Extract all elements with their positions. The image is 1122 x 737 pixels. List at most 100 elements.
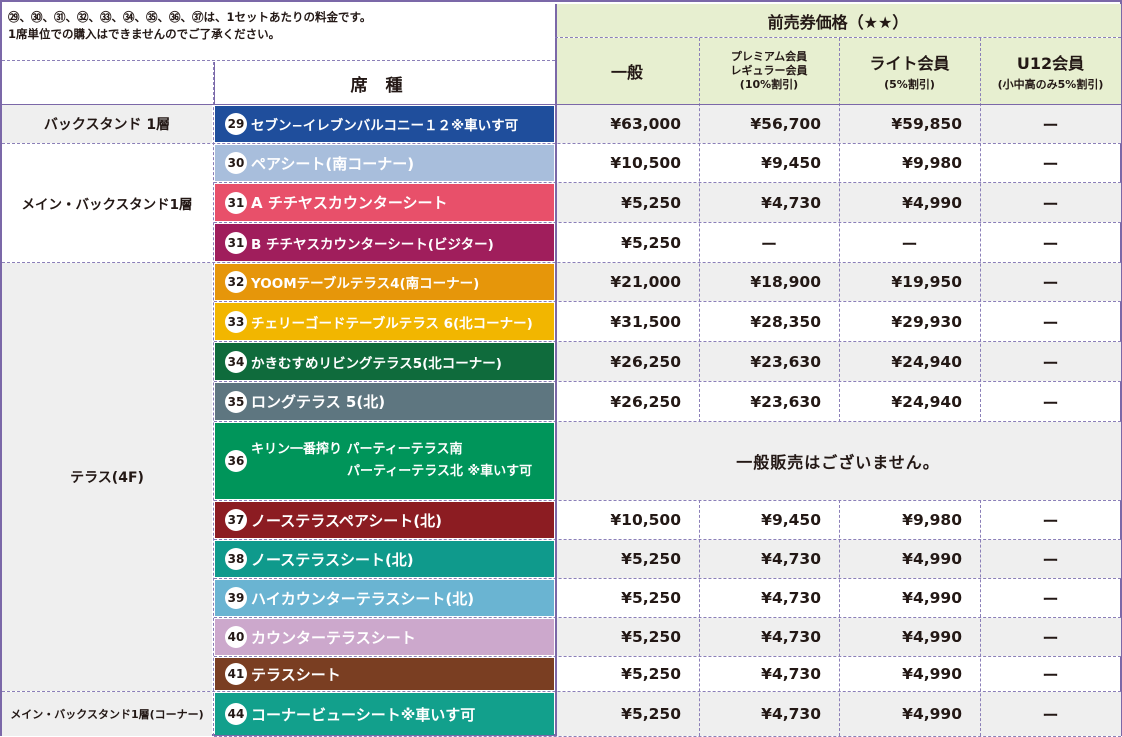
seat-number-badge: 41 bbox=[225, 663, 247, 685]
premium-price-cell: ¥28,350 bbox=[750, 312, 821, 331]
row-background bbox=[555, 183, 1121, 222]
divider bbox=[2, 143, 1121, 144]
divider bbox=[214, 578, 1121, 579]
seat-number-badge: 30 bbox=[225, 152, 247, 174]
row-background bbox=[555, 342, 1121, 381]
no-general-sale-notice: 一般販売はございません。 bbox=[555, 422, 1121, 500]
u12-price-cell: ー bbox=[1042, 313, 1059, 333]
general-column-header: 一般 bbox=[555, 38, 699, 104]
seat-name: YOOMテーブルテラス4(南コーナー) bbox=[251, 276, 480, 292]
seat-number-badge: 38 bbox=[225, 548, 247, 570]
seat-name: ロングテラス 5(北) bbox=[251, 393, 386, 411]
u12-price-cell: ー bbox=[1042, 512, 1059, 531]
premium-price-cell: ー bbox=[760, 234, 777, 254]
row-background bbox=[555, 263, 1121, 301]
seat-type-37: 37 ノーステラスペアシート(北) bbox=[215, 502, 554, 538]
divider bbox=[214, 539, 1121, 540]
lite-price-cell: ¥19,950 bbox=[891, 273, 962, 291]
seat-number-badge: 36 bbox=[225, 450, 247, 472]
general-price-cell: ¥21,000 bbox=[610, 273, 681, 291]
divider bbox=[214, 421, 1121, 422]
seat-type-31: 31 B チチヤスカウンターシート(ビジター) bbox=[215, 224, 554, 261]
row-background bbox=[555, 692, 1121, 736]
general-price-cell: ¥31,500 bbox=[610, 312, 681, 331]
general-price-cell: ¥5,250 bbox=[621, 628, 681, 646]
seat-name: カウンターテラスシート bbox=[251, 628, 416, 647]
divider bbox=[214, 301, 1121, 302]
general-price-cell: ¥26,250 bbox=[610, 392, 681, 411]
category-back-stand: バックスタンド 1層 bbox=[2, 105, 212, 143]
general-price-cell: ¥5,250 bbox=[621, 589, 681, 607]
divider bbox=[699, 500, 700, 736]
premium-column-header: プレミアム会員 レギュラー会員 (10%割引) bbox=[699, 38, 839, 104]
divider bbox=[214, 182, 1121, 183]
seat-number-badge: 40 bbox=[225, 626, 247, 648]
premium-price-cell: ¥9,450 bbox=[761, 154, 821, 172]
seat-name: コーナービューシート※車いす可 bbox=[251, 705, 476, 724]
divider bbox=[699, 38, 700, 422]
note-line-2: 1席単位での購入はできませんのでご了承ください。 bbox=[8, 27, 281, 41]
seat-type-39: 39 ハイカウンターテラスシート(北) bbox=[215, 580, 554, 616]
lite-column-header: ライト会員 (5%割引) bbox=[839, 38, 980, 104]
category-terrace: テラス(4F) bbox=[2, 263, 212, 691]
general-price-cell: ¥5,250 bbox=[621, 193, 681, 212]
seat-number-badge: 33 bbox=[225, 310, 247, 333]
seat-type-38: 38 ノーステラスシート(北) bbox=[215, 541, 554, 577]
general-price-cell: ¥10,500 bbox=[610, 511, 681, 529]
u12-price-cell: ー bbox=[1042, 666, 1059, 685]
premium-price-cell: ¥56,700 bbox=[750, 115, 821, 133]
divider bbox=[214, 656, 1121, 657]
divider bbox=[2, 691, 1121, 692]
general-price-cell: ¥5,250 bbox=[621, 550, 681, 568]
seat-number-badge: 44 bbox=[225, 703, 247, 725]
lite-price-cell: ¥4,990 bbox=[902, 589, 962, 607]
u12-column-header: U12会員 (小中高のみ5%割引) bbox=[980, 38, 1121, 104]
divider bbox=[555, 4, 557, 736]
seat-name: B チチヤスカウンターシート(ビジター) bbox=[251, 236, 494, 253]
seat-type-30: 30 ペアシート(南コーナー) bbox=[215, 145, 554, 181]
seat-number-badge: 35 bbox=[225, 390, 247, 413]
premium-price-cell: ¥23,630 bbox=[750, 352, 821, 371]
lite-price-cell: ¥4,990 bbox=[902, 193, 962, 212]
premium-price-cell: ¥18,900 bbox=[750, 273, 821, 291]
seat-name: ハイカウンターテラスシート(北) bbox=[251, 589, 475, 608]
u12-price-cell: ー bbox=[1042, 274, 1059, 293]
u12-price-cell: ー bbox=[1042, 629, 1059, 648]
divider bbox=[2, 60, 555, 61]
lite-price-cell: ¥24,940 bbox=[891, 352, 962, 371]
presale-price-header: 前売券価格（★★） bbox=[555, 4, 1121, 37]
seat-type-29: 29 セブン−イレブンバルコニー１２※車いす可 bbox=[215, 106, 554, 142]
general-price-cell: ¥63,000 bbox=[610, 115, 681, 133]
divider bbox=[214, 341, 1121, 342]
lite-price-cell: ¥59,850 bbox=[891, 115, 962, 133]
seat-number-badge: 29 bbox=[225, 113, 247, 135]
general-price-cell: ¥26,250 bbox=[610, 352, 681, 371]
u12-price-cell: ー bbox=[1042, 353, 1059, 373]
seat-type-41: 41 テラスシート bbox=[215, 658, 554, 690]
seat-type-36: 36 キリン一番搾り パーティーテラス南 パーティーテラス北 ※車いす可 bbox=[215, 423, 554, 499]
divider bbox=[214, 500, 1121, 501]
row-background bbox=[555, 540, 1121, 578]
divider bbox=[980, 500, 981, 736]
seat-type-34: 34 かきむすめリビングテラス5(北コーナー) bbox=[215, 343, 554, 380]
seat-name: セブン−イレブンバルコニー１２※車いす可 bbox=[251, 118, 519, 134]
u12-price-cell: ー bbox=[1042, 234, 1059, 254]
premium-price-cell: ¥23,630 bbox=[750, 392, 821, 411]
general-price-cell: ¥5,250 bbox=[621, 233, 681, 252]
seat-number-badge: 34 bbox=[225, 350, 247, 373]
general-price-cell: ¥5,250 bbox=[621, 665, 681, 683]
lite-price-cell: ¥24,940 bbox=[891, 392, 962, 411]
seat-name: テラスシート bbox=[251, 665, 341, 684]
premium-price-cell: ¥4,730 bbox=[761, 665, 821, 683]
lite-price-cell: ー bbox=[901, 234, 918, 254]
u12-price-cell: ー bbox=[1042, 706, 1059, 725]
seat-name: キリン一番搾り パーティーテラス南 パーティーテラス北 ※車いす可 bbox=[251, 439, 532, 483]
seat-name: ノーステラスシート(北) bbox=[251, 550, 414, 569]
lite-price-cell: ¥4,990 bbox=[902, 550, 962, 568]
divider bbox=[213, 62, 214, 736]
seat-name: ペアシート(南コーナー) bbox=[251, 154, 415, 173]
u12-price-cell: ー bbox=[1042, 155, 1059, 174]
divider bbox=[214, 222, 1121, 223]
seat-type-31: 31 A チチヤスカウンターシート bbox=[215, 184, 554, 221]
